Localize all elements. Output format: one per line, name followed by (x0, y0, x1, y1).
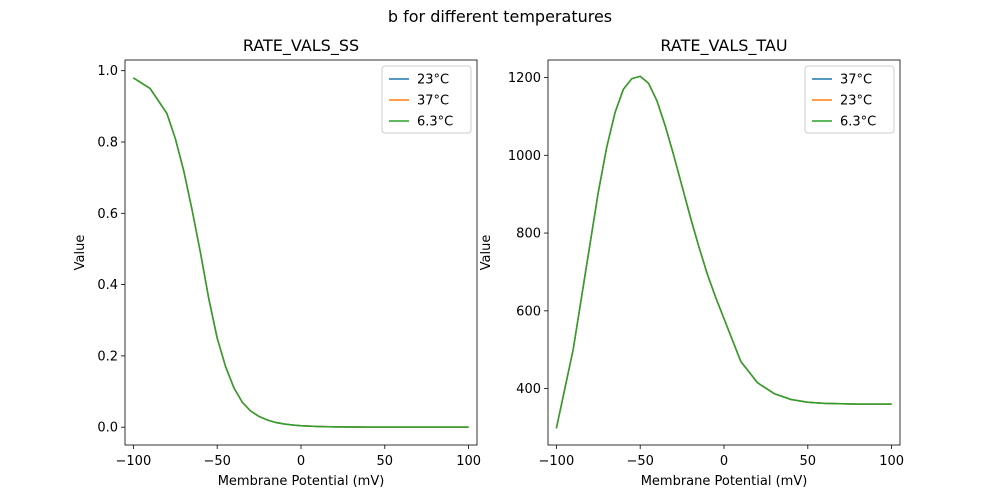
x-tick-label: 100 (456, 454, 481, 469)
legend: 37°C 23°C 6.3°C (804, 65, 895, 134)
y-tick-label: 600 (516, 304, 541, 319)
legend: 23°C 37°C 6.3°C (381, 65, 472, 134)
subplot-ss: −100 −50 0 50 100 0.0 0.2 0.4 0.6 0.8 1.0 Membrane … (73, 36, 481, 489)
x-tick-label: 100 (879, 454, 904, 469)
legend-label: 23°C (840, 94, 872, 109)
y-tick-label: 1000 (508, 149, 541, 164)
y-tick-label: 400 (516, 382, 541, 397)
y-tick-label: 0.0 (97, 421, 118, 436)
x-tick-label: 50 (800, 454, 817, 469)
legend-box (381, 65, 472, 134)
subplot-tau: −100 −50 0 50 100 400 600 800 1000 1200 Membrane P… (479, 36, 904, 489)
x-axis-label: Membrane Potential (mV) (641, 474, 808, 489)
x-tick-label: −50 (626, 454, 653, 469)
subplot-title: RATE_VALS_SS (243, 36, 359, 56)
x-tick-label: −50 (203, 454, 230, 469)
series-line-6-3-c (555, 75, 892, 429)
y-tick-label: 0.8 (97, 135, 118, 150)
legend-label: 37°C (840, 73, 872, 88)
x-tick-label: −100 (539, 454, 575, 469)
x-tick-label: 0 (297, 454, 305, 469)
legend-label: 37°C (417, 94, 449, 109)
y-tick-label: 0.6 (97, 207, 118, 222)
y-tick-label: 800 (516, 227, 541, 242)
series-line-6-3-c (132, 77, 469, 428)
legend-label: 6.3°C (417, 115, 453, 130)
y-tick-label: 1200 (508, 71, 541, 86)
legend-label: 6.3°C (840, 115, 876, 130)
x-axis-label: Membrane Potential (mV) (218, 474, 385, 489)
figure-suptitle: b for different temperatures (387, 7, 613, 26)
y-axis-label: Value (479, 235, 494, 271)
x-tick-label: 50 (377, 454, 394, 469)
legend-label: 23°C (417, 73, 449, 88)
x-tick-label: 0 (720, 454, 728, 469)
y-axis-label: Value (73, 235, 88, 271)
x-tick-label: −100 (116, 454, 152, 469)
y-tick-label: 0.4 (97, 278, 118, 293)
subplot-title: RATE_VALS_TAU (660, 36, 787, 56)
legend-box (804, 65, 895, 134)
y-tick-label: 0.2 (97, 349, 118, 364)
y-tick-label: 1.0 (97, 64, 118, 79)
